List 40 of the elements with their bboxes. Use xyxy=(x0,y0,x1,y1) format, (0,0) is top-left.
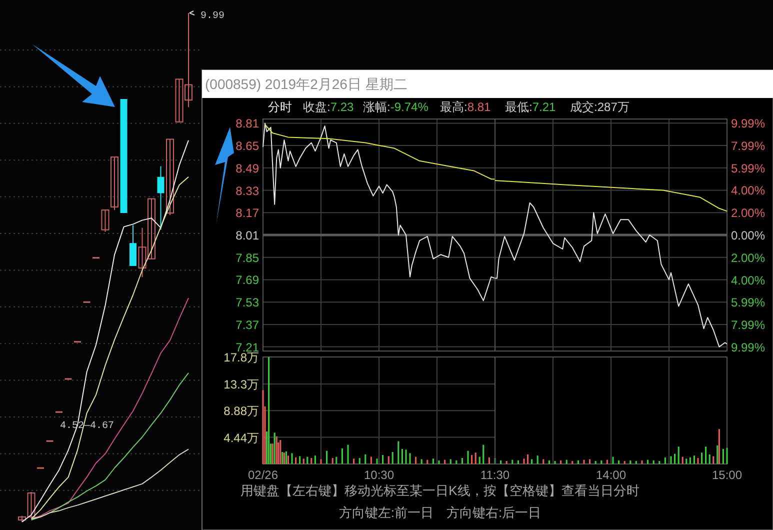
y-tick-label: 7.69 xyxy=(236,273,260,288)
y-tick-label: 8.17 xyxy=(236,206,260,220)
text: 9.99 xyxy=(200,11,225,22)
y2-tick-label: 5.99% xyxy=(731,161,766,176)
y2-tick-label: 7.99% xyxy=(731,318,766,332)
y2-tick-label: 0.00% xyxy=(731,228,766,242)
y2-tick-label: 9.99% xyxy=(731,340,766,354)
text: 涨幅:-9.74% xyxy=(363,100,429,114)
y2-tick-label: 2.00% xyxy=(731,206,766,220)
y-tick-label: 7.85 xyxy=(236,250,260,265)
chart-subtitle: 分时 xyxy=(268,100,292,114)
y-tick-label: 7.53 xyxy=(236,296,260,310)
x-tick-label: 02/26 xyxy=(248,468,278,482)
y-tick-label: 8.01 xyxy=(236,228,260,242)
text: 最低:7.21 xyxy=(505,100,556,114)
y-tick-label: 13.3万 xyxy=(224,378,259,392)
y-tick-label: 8.49 xyxy=(236,161,260,176)
text: 收盘:7.23 xyxy=(303,100,354,114)
x-tick-label: 14:00 xyxy=(596,468,626,482)
text: 方向键左:前一日 方向键右:后一日 xyxy=(338,505,542,520)
text: 成交:287万 xyxy=(570,100,630,114)
y2-tick-label: 4.00% xyxy=(731,273,766,288)
y-tick-label: 8.65 xyxy=(236,139,260,154)
y-tick-label: 4.44万 xyxy=(224,430,259,445)
y-tick-label: 8.81 xyxy=(236,116,260,131)
y2-tick-label: 9.99% xyxy=(731,116,766,131)
x-tick-label: 15:00 xyxy=(712,468,742,482)
y-tick-label: 8.88万 xyxy=(224,404,259,418)
text: 最高:8.81 xyxy=(440,100,492,114)
y2-tick-label: 4.00% xyxy=(731,184,766,198)
x-tick-label: 11:30 xyxy=(480,468,510,482)
y2-tick-label: 7.99% xyxy=(731,139,766,154)
y-tick-label: 8.33 xyxy=(236,184,260,198)
text: 用键盘【左右键】移动光标至某一日K线，按【空格键】查看当日分时 xyxy=(240,483,640,498)
y2-tick-label: 5.99% xyxy=(731,296,766,310)
x-tick-label: 10:30 xyxy=(364,468,394,482)
y-tick-label: 7.37 xyxy=(236,318,260,332)
y-tick-label: 17.8万 xyxy=(224,350,259,364)
y2-tick-label: 2.00% xyxy=(731,250,766,265)
chart-title: (000859) 2019年2月26日 星期二 xyxy=(205,76,408,92)
